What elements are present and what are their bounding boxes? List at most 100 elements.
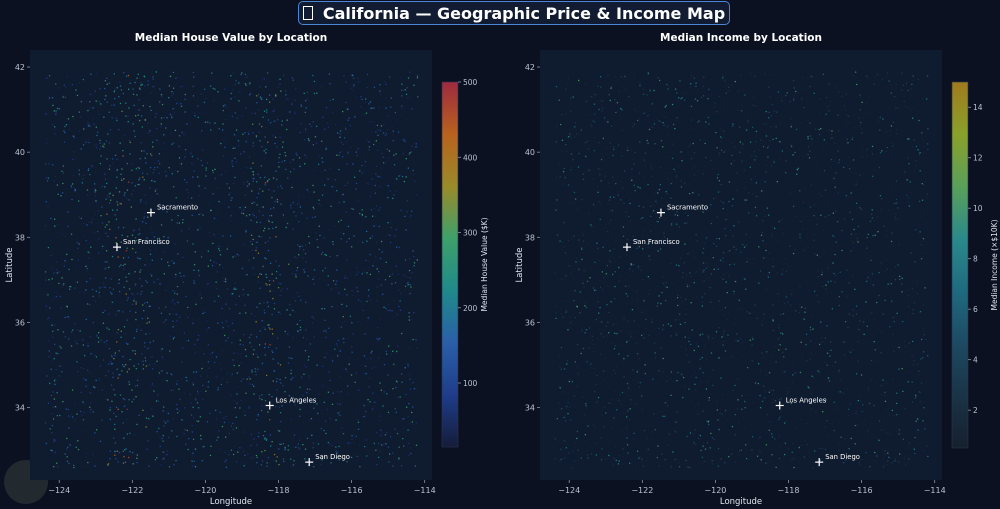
scatter-point bbox=[125, 342, 127, 344]
scatter-point bbox=[336, 269, 338, 271]
scatter-point bbox=[48, 97, 51, 99]
scatter-point bbox=[745, 161, 748, 163]
scatter-point bbox=[764, 187, 766, 189]
scatter-point bbox=[270, 262, 272, 264]
scatter-point bbox=[728, 86, 730, 88]
scatter-point bbox=[109, 287, 111, 289]
scatter-point bbox=[752, 459, 755, 461]
scatter-point bbox=[896, 161, 898, 163]
scatter-point bbox=[191, 455, 193, 457]
scatter-point bbox=[271, 395, 273, 398]
scatter-point bbox=[878, 271, 880, 274]
scatter-point bbox=[415, 339, 417, 341]
scatter-point bbox=[329, 350, 331, 352]
scatter-point bbox=[206, 381, 208, 384]
scatter-point bbox=[248, 183, 250, 185]
scatter-point bbox=[67, 211, 69, 213]
scatter-point bbox=[670, 388, 672, 390]
scatter-point bbox=[105, 232, 107, 234]
scatter-point bbox=[95, 232, 97, 235]
scatter-point bbox=[305, 100, 307, 102]
scatter-point bbox=[123, 326, 126, 328]
scatter-point bbox=[230, 98, 232, 100]
scatter-point bbox=[190, 402, 192, 404]
scatter-point bbox=[376, 300, 378, 302]
scatter-point bbox=[154, 190, 157, 192]
scatter-point bbox=[886, 300, 888, 302]
scatter-point bbox=[112, 376, 114, 378]
scatter-point bbox=[614, 166, 616, 168]
scatter-point bbox=[693, 429, 695, 432]
scatter-point bbox=[801, 355, 803, 357]
scatter-point bbox=[90, 392, 92, 394]
scatter-point bbox=[292, 446, 295, 448]
scatter-point bbox=[615, 183, 617, 185]
scatter-point bbox=[94, 123, 96, 125]
scatter-point bbox=[772, 304, 774, 306]
scatter-point bbox=[845, 195, 847, 197]
scatter-point bbox=[44, 224, 47, 227]
scatter-point bbox=[695, 404, 697, 406]
scatter-point bbox=[379, 201, 381, 203]
scatter-point bbox=[259, 397, 261, 400]
scatter-point bbox=[243, 465, 245, 467]
scatter-point bbox=[314, 319, 316, 321]
scatter-point bbox=[221, 290, 223, 292]
scatter-point bbox=[146, 237, 148, 239]
scatter-point bbox=[129, 358, 131, 361]
scatter-point bbox=[373, 262, 375, 264]
scatter-point bbox=[334, 186, 336, 188]
scatter-point bbox=[401, 381, 403, 383]
scatter-point bbox=[174, 277, 176, 279]
scatter-point bbox=[838, 91, 840, 93]
scatter-point bbox=[148, 465, 150, 467]
scatter-point bbox=[98, 295, 100, 297]
scatter-point bbox=[857, 341, 859, 343]
scatter-point bbox=[575, 143, 577, 145]
scatter-point bbox=[133, 104, 135, 106]
scatter-point bbox=[872, 426, 875, 428]
scatter-point bbox=[254, 202, 256, 204]
scatter-point bbox=[619, 331, 622, 333]
scatter-point bbox=[59, 295, 61, 297]
scatter-point bbox=[676, 88, 678, 91]
scatter-point bbox=[887, 283, 889, 285]
scatter-point bbox=[671, 157, 674, 159]
scatter-point bbox=[83, 368, 85, 370]
scatter-point bbox=[191, 424, 193, 427]
scatter-point bbox=[97, 131, 99, 133]
scatter-point bbox=[410, 151, 412, 153]
scatter-point bbox=[917, 149, 919, 151]
scatter-point bbox=[374, 366, 376, 368]
scatter-point bbox=[261, 362, 264, 365]
scatter-point bbox=[70, 345, 73, 347]
scatter-point bbox=[298, 195, 301, 197]
scatter-point bbox=[153, 236, 156, 238]
scatter-point bbox=[343, 75, 345, 77]
scatter-point bbox=[101, 247, 104, 249]
scatter-point bbox=[232, 453, 235, 456]
scatter-point bbox=[125, 280, 128, 282]
scatter-point bbox=[399, 174, 401, 176]
scatter-point bbox=[138, 99, 140, 101]
scatter-point bbox=[328, 73, 330, 75]
scatter-point bbox=[217, 389, 219, 391]
scatter-point bbox=[378, 442, 380, 445]
scatter-point bbox=[399, 76, 402, 78]
scatter-point bbox=[207, 121, 209, 123]
scatter-point bbox=[783, 302, 786, 305]
scatter-point bbox=[307, 138, 310, 140]
scatter-point bbox=[602, 100, 604, 102]
scatter-point bbox=[636, 331, 638, 333]
scatter-point bbox=[237, 451, 239, 453]
scatter-point bbox=[220, 383, 222, 386]
scatter-point bbox=[58, 282, 60, 285]
scatter-point bbox=[312, 206, 314, 208]
scatter-point bbox=[126, 371, 128, 373]
scatter-point bbox=[94, 183, 96, 185]
scatter-point bbox=[898, 346, 900, 349]
scatter-point bbox=[70, 285, 72, 288]
scatter-point bbox=[809, 329, 812, 331]
scatter-point bbox=[342, 166, 345, 168]
scatter-point bbox=[592, 287, 595, 289]
